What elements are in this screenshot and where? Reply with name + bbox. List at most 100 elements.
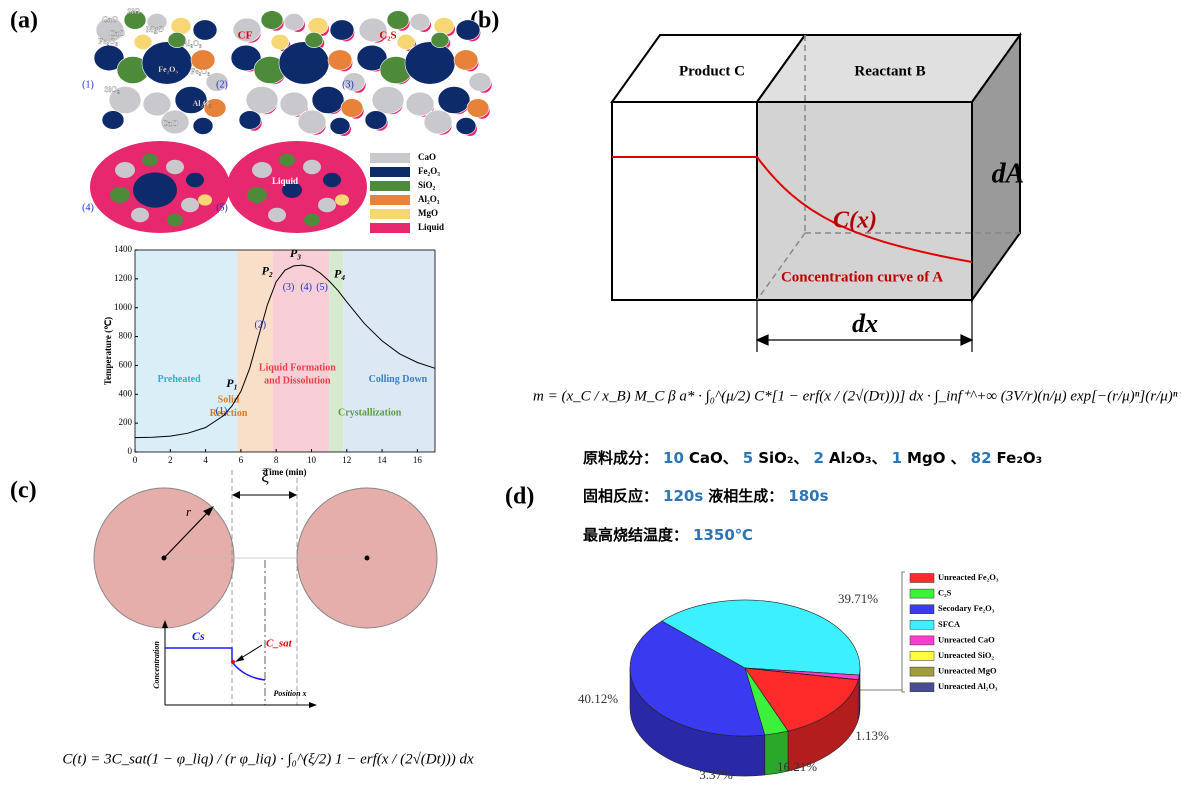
cube [610, 31, 1022, 352]
particle [186, 172, 204, 188]
legend-label: Unreacted Al₂O₃ [938, 681, 998, 691]
pie-value-label: 1.13% [855, 728, 889, 743]
y-tick-label: 400 [119, 388, 133, 398]
condition-text: 5 [743, 449, 753, 467]
particle [203, 98, 227, 118]
stage-label: (3) [283, 282, 295, 293]
particle [142, 91, 172, 117]
condition-text: Al₂O₃、 [829, 449, 887, 467]
x-tick-label: 6 [239, 455, 244, 465]
x-axis-title: Time (min) [263, 467, 306, 477]
particle [123, 10, 147, 30]
particle [356, 44, 388, 72]
band [329, 250, 344, 452]
condition-text: CaO、 [689, 449, 738, 467]
cube-label: Reactant B [854, 63, 925, 79]
band [272, 250, 330, 452]
temperature-line [134, 264, 436, 439]
callout: C₂S [379, 30, 396, 42]
particle [279, 153, 295, 167]
condition-text: 82 [971, 449, 992, 467]
legend-label: C₂S [938, 588, 952, 598]
legend-label: MgO [418, 208, 438, 218]
particle [307, 17, 329, 35]
particle-label: CaO [109, 29, 125, 38]
liquid-label: Liquid [272, 176, 298, 186]
particle [453, 49, 479, 71]
legend-swatch [909, 604, 935, 614]
particle-label: Fe₂O₃ [98, 37, 118, 46]
particle [329, 117, 351, 135]
particle [303, 159, 321, 175]
y-tick-label: 800 [119, 331, 133, 341]
callout: CF [238, 30, 253, 42]
particle [342, 72, 366, 92]
particle [455, 117, 477, 135]
particle [304, 32, 324, 48]
particle [181, 197, 199, 213]
condition-text: MgO 、 [907, 449, 966, 467]
pie-slice [744, 667, 859, 732]
particle [110, 187, 130, 203]
cube-label: dA [992, 158, 1025, 189]
y-tick-label: 1400 [114, 244, 133, 254]
stage-label: (1) [216, 406, 228, 417]
stage-label: (2) [216, 79, 228, 90]
particle [329, 19, 355, 41]
particle [466, 98, 490, 118]
band-label: Liquid Formation [259, 363, 336, 374]
particle [409, 13, 431, 31]
condition-text: 180s [788, 487, 828, 505]
band-label: Colling Down [369, 374, 428, 385]
particle [433, 17, 455, 35]
particle [232, 17, 262, 43]
particle [268, 207, 286, 223]
condition-text: Fe₂O₃ [997, 449, 1043, 467]
plot-frame [134, 249, 436, 453]
stage-label: (4) [82, 202, 94, 213]
legend-swatch [370, 195, 410, 205]
legend-label: Unreacted CaO [938, 634, 995, 644]
legend-swatch [909, 651, 935, 661]
particle [141, 41, 193, 85]
stage-label: (4) [300, 282, 312, 293]
conditions: 原料成分： 10 CaO、 5 SiO₂、 2 Al₂O₃、 1 MgO 、 82 Fe₂O₃ 固相反… [583, 449, 1042, 544]
particle [131, 207, 149, 223]
condition-row: 原料成分： 10 CaO、 5 SiO₂、 2 Al₂O₃、 1 MgO 、 82 Fe₂O₃ [583, 449, 1042, 467]
condition-text: 120s [663, 487, 703, 505]
particle [405, 91, 435, 117]
particle [93, 44, 125, 72]
legend-swatch [909, 635, 935, 646]
particle [190, 49, 216, 71]
particle [396, 34, 416, 50]
particle [364, 110, 388, 130]
cube-label: dx [852, 309, 878, 338]
condition-text: 10 [663, 449, 684, 467]
particle [318, 197, 336, 213]
particle [245, 86, 279, 114]
legend-swatch [370, 209, 410, 219]
particle [297, 109, 327, 135]
particle [167, 213, 183, 227]
particle [327, 49, 353, 71]
particle [430, 32, 450, 48]
particle [205, 72, 229, 92]
particle [133, 34, 153, 50]
legend-swatch [909, 682, 935, 692]
particle-label: SiO₂ [127, 7, 143, 16]
x-tick-label: 16 [413, 455, 423, 465]
particle [252, 162, 272, 178]
particle [230, 44, 262, 72]
condition-text: 固相反应： [583, 487, 658, 505]
particle [340, 98, 364, 118]
legend-swatch [909, 666, 935, 677]
particle [133, 172, 177, 208]
x-tick-label: 2 [168, 455, 173, 465]
particle [282, 182, 302, 198]
band-label: Reaction [210, 408, 248, 419]
particle [423, 109, 453, 135]
y-tick-label: 1200 [114, 273, 133, 283]
stage-label: (1) [82, 79, 94, 90]
condition-row: 固相反应： 120s 液相生成： 180s [583, 487, 829, 505]
